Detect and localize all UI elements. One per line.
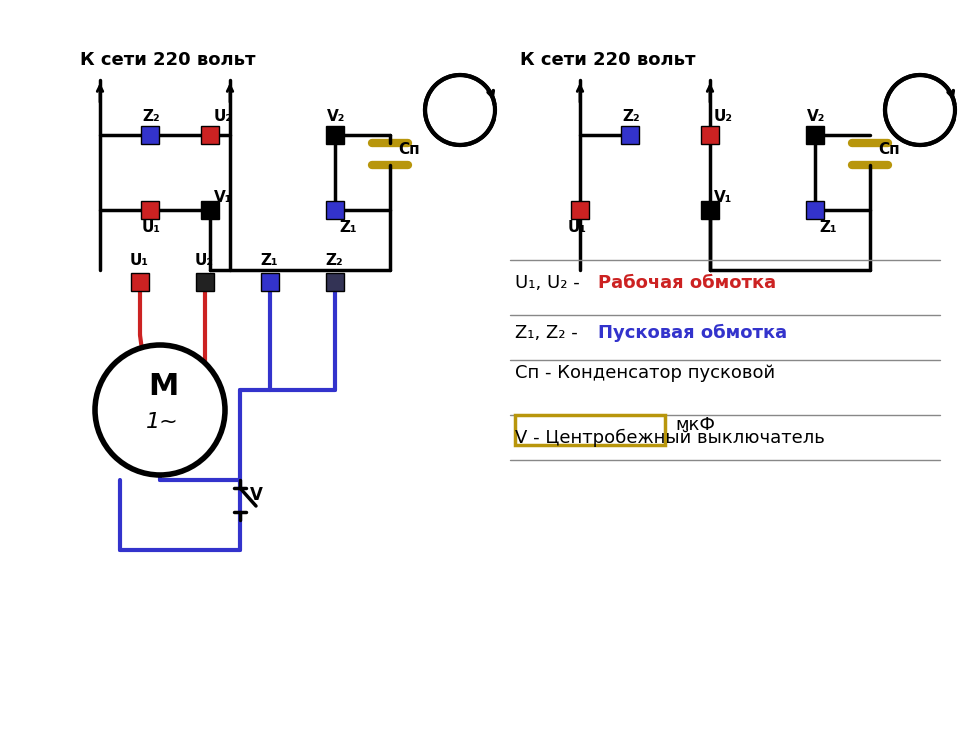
Text: Сп: Сп	[878, 142, 899, 157]
Text: К сети 220 вольт: К сети 220 вольт	[520, 51, 695, 69]
Text: Z₁: Z₁	[819, 220, 837, 235]
Text: Сп: Сп	[398, 142, 419, 157]
Text: U₁: U₁	[568, 220, 587, 235]
Bar	[571, 201, 589, 219]
Text: U₁: U₁	[142, 220, 161, 235]
Text: V₁: V₁	[714, 190, 733, 205]
Text: U₂: U₂	[214, 109, 233, 124]
Text: Пусковая обмотка: Пусковая обмотка	[598, 324, 788, 342]
Text: Z₂: Z₂	[142, 109, 160, 124]
Text: 1~: 1~	[146, 412, 178, 432]
Text: Z₁: Z₁	[260, 253, 278, 268]
Text: V: V	[250, 486, 263, 504]
Text: мкФ: мкФ	[675, 416, 715, 434]
Text: Рабочая обмотка: Рабочая обмотка	[598, 274, 776, 292]
Bar	[701, 126, 719, 144]
Bar	[201, 126, 219, 144]
Bar	[196, 273, 214, 291]
Text: Cп - Конденсатор пусковой: Cп - Конденсатор пусковой	[515, 364, 775, 382]
Bar	[326, 126, 344, 144]
Text: Z₁, Z₂ -: Z₁, Z₂ -	[515, 324, 583, 342]
Text: Z₂: Z₂	[622, 109, 640, 124]
Bar	[326, 273, 344, 291]
Text: U₂: U₂	[714, 109, 733, 124]
Text: U₂: U₂	[195, 253, 214, 268]
Bar	[326, 201, 344, 219]
Text: U₁, U₂ -: U₁, U₂ -	[515, 274, 585, 292]
Text: U₁: U₁	[130, 253, 149, 268]
Text: V₂: V₂	[807, 109, 825, 124]
Bar	[806, 126, 824, 144]
Bar	[141, 126, 159, 144]
Bar	[141, 201, 159, 219]
Text: V - Центробежный выключатель: V - Центробежный выключатель	[515, 429, 825, 447]
Bar	[806, 201, 824, 219]
Circle shape	[95, 345, 225, 475]
Bar	[131, 273, 149, 291]
Bar	[261, 273, 279, 291]
FancyBboxPatch shape	[515, 415, 665, 445]
Text: V₁: V₁	[214, 190, 232, 205]
Text: К сети 220 вольт: К сети 220 вольт	[80, 51, 255, 69]
Text: М: М	[148, 372, 178, 401]
Text: Z₁: Z₁	[339, 220, 357, 235]
Text: V₂: V₂	[327, 109, 345, 124]
Text: Z₂: Z₂	[325, 253, 342, 268]
Bar	[701, 201, 719, 219]
Bar	[621, 126, 639, 144]
Bar	[201, 201, 219, 219]
